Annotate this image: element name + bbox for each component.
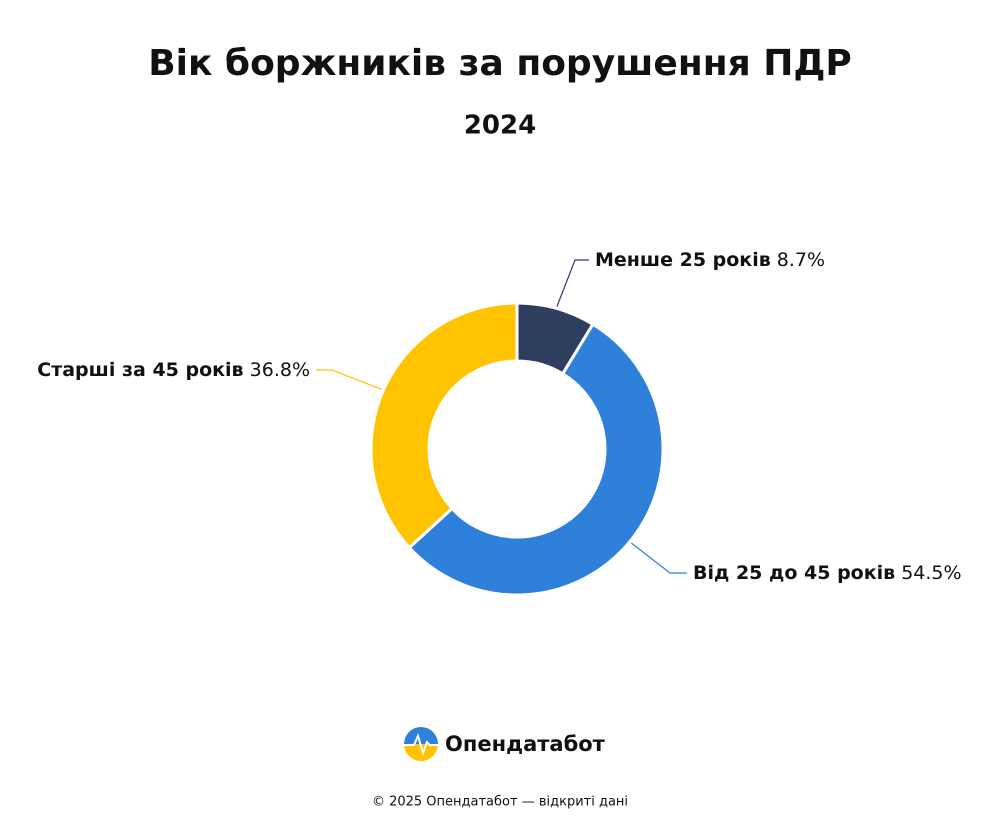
slice: [407, 322, 665, 597]
brand-logo: [404, 727, 438, 761]
leader-line: [630, 542, 687, 574]
slice: [369, 301, 519, 550]
data-label: Старші за 45 років 36.8%: [37, 359, 310, 381]
chart-subtitle: 2024: [464, 111, 536, 141]
brand-name: Опендатабот: [445, 732, 606, 756]
category-label: Старші за 45 років: [37, 359, 243, 381]
leader-line: [556, 259, 589, 307]
chart-title: Вік боржників за порушення ПДР: [148, 43, 852, 84]
value-label: 54.5%: [901, 562, 961, 584]
category-label: Менше 25 років: [595, 249, 771, 271]
footer: © 2025 Опендатабот — відкриті дані: [372, 795, 628, 810]
leader-line: [316, 369, 382, 390]
value-label: 8.7%: [777, 249, 825, 271]
data-label: Від 25 до 45 років 54.5%: [693, 562, 962, 584]
data-label: Менше 25 років 8.7%: [595, 249, 825, 271]
value-label: 36.8%: [250, 359, 310, 381]
category-label: Від 25 до 45 років: [693, 562, 895, 584]
